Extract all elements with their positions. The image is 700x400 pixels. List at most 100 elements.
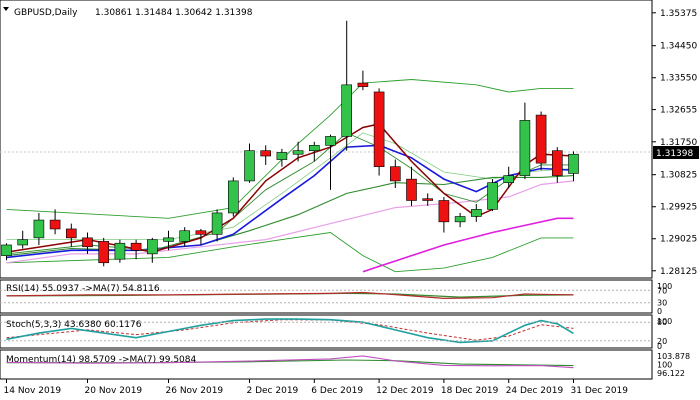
bull-candle-body — [228, 180, 239, 214]
candle — [292, 141, 304, 162]
candle — [454, 212, 466, 228]
bear-candle-body — [422, 198, 434, 201]
bull-candle-body — [179, 230, 190, 242]
bull-candle-body — [454, 216, 466, 223]
rsi-label: RSI(14) 55.0937 ->MA(7) 54.8116 — [6, 284, 160, 294]
momentum-line — [6, 355, 574, 369]
bull-candle-body — [341, 84, 353, 137]
stoch-panel: Stoch(5,3,3) 43.6380 60.1176 — [0, 314, 653, 349]
candle — [487, 179, 498, 212]
price-tick-label: 1.28125 — [660, 267, 697, 277]
candles — [1, 20, 579, 267]
candle — [66, 223, 77, 247]
price-tick-label: 1.30825 — [660, 171, 697, 181]
candle — [195, 228, 207, 245]
bull-candle-body — [292, 150, 304, 155]
candle — [17, 230, 29, 249]
indicator-tick-label: 0 — [657, 342, 662, 351]
main-price-panel: GBPUSD,Daily 1.30861 1.31484 1.30642 1.3… — [0, 0, 653, 279]
price-tick-label: 1.29925 — [660, 203, 697, 213]
candle — [1, 243, 12, 261]
time-tick-label: 2 Dec 2019 — [247, 386, 299, 396]
bull-candle-body — [147, 239, 158, 255]
time-tick-label: 24 Dec 2019 — [506, 386, 564, 396]
bull-candle-body — [503, 175, 515, 184]
indicator-tick-label: 96.122 — [657, 369, 685, 378]
bull-candle-body — [568, 153, 579, 174]
rsi-line — [6, 291, 574, 300]
candle — [325, 134, 336, 190]
time-tick-label: 31 Dec 2019 — [571, 386, 629, 396]
indicator-tick-label: 100 — [657, 361, 672, 370]
bull-candle-body — [325, 136, 336, 146]
price-axis: 1.35375 1.34450 1.33550 1.32655 1.31750 1.308… — [652, 9, 697, 277]
overlay-ma_magenta — [362, 217, 574, 273]
bear-candle-body — [406, 178, 417, 201]
bear-candle-body — [389, 166, 401, 182]
rsi-panel: RSI(14) 55.0937 ->MA(7) 54.8116 — [0, 279, 653, 314]
price-tick-label: 1.34450 — [660, 42, 697, 52]
candle — [341, 20, 353, 151]
candle — [147, 237, 158, 263]
candle — [228, 177, 239, 217]
bull-candle-body — [276, 152, 288, 160]
candle — [179, 227, 190, 247]
time-tick-label: 26 Nov 2019 — [166, 386, 224, 396]
candle — [438, 196, 450, 233]
candle — [503, 166, 515, 189]
symbol-label: GBPUSD,Daily — [14, 8, 78, 18]
candle — [244, 143, 255, 183]
ohlc-values: 1.30861 1.31484 1.30642 1.31398 — [95, 8, 253, 18]
candle — [373, 88, 385, 176]
candle — [33, 212, 45, 245]
stoch-lines — [0, 318, 652, 344]
current-price-marker: 1.31398 — [653, 146, 699, 159]
candle — [422, 193, 434, 206]
candle — [260, 145, 272, 165]
current-price-label: 1.31398 — [656, 149, 693, 159]
price-tick-label: 1.32655 — [660, 106, 697, 116]
bear-candle-body — [98, 241, 109, 264]
overlay-ma_pink — [6, 180, 574, 264]
time-tick-label: 12 Dec 2019 — [376, 386, 434, 396]
bull-candle-body — [211, 212, 223, 235]
candle — [163, 230, 174, 251]
candle — [49, 209, 61, 235]
collapse-triangle-icon — [3, 7, 9, 11]
indicator-tick-label: 70 — [657, 286, 667, 295]
bull-candle-body — [470, 209, 482, 217]
candle — [357, 70, 369, 91]
bull-candle-body — [244, 150, 255, 182]
candle — [130, 239, 142, 260]
rsi-lines — [0, 289, 652, 304]
candle — [308, 141, 320, 162]
bear-candle-body — [551, 150, 563, 176]
bear-candle-body — [373, 91, 385, 167]
bear-candle-body — [195, 230, 207, 235]
candle — [114, 239, 126, 263]
overlay-ma_green_fast — [6, 132, 574, 255]
momentum-panel: Momentum(14) 98.5709 ->MA(7) 99.5084 — [0, 349, 653, 380]
indicator-tick-label: 0 — [657, 307, 662, 316]
candle — [211, 209, 223, 242]
bull-candle-body — [1, 244, 12, 256]
candle — [519, 102, 531, 180]
price-tick-label: 1.31750 — [660, 138, 697, 148]
stoch-main-line — [6, 318, 574, 344]
bull-candle-body — [519, 120, 531, 176]
price-tick-label: 1.35375 — [660, 9, 697, 19]
candle — [98, 237, 109, 267]
candle — [470, 204, 482, 222]
candle — [406, 166, 417, 206]
candle — [389, 159, 401, 189]
bear-candle-body — [438, 200, 450, 223]
momentum-label: Momentum(14) 98.5709 ->MA(7) 99.5084 — [6, 355, 197, 365]
time-tick-label: 14 Nov 2019 — [4, 386, 62, 396]
time-tick-label: 6 Dec 2019 — [311, 386, 363, 396]
indicator-tick-label: 80 — [657, 318, 667, 327]
price-tick-label: 1.29025 — [660, 235, 697, 245]
indicator-tick-label: 100 — [657, 317, 672, 326]
candle — [276, 148, 288, 167]
